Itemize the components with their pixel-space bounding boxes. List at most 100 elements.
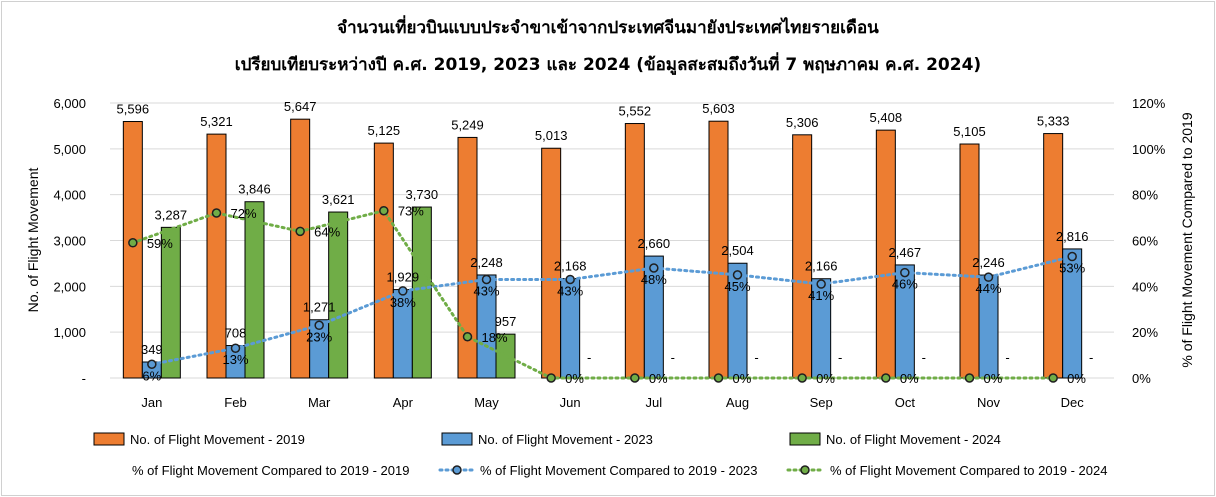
bar-value-label: 1,271 [303, 300, 336, 315]
legend-label: No. of Flight Movement - 2023 [478, 432, 653, 447]
y-tick-label: - [82, 371, 86, 386]
bar-value-label: - [671, 350, 675, 365]
pct-marker [630, 373, 640, 383]
pct-marker [732, 270, 743, 280]
y2-tick-label: 60% [1132, 234, 1158, 249]
pct-marker [1048, 373, 1058, 383]
y-tick-label: 5,000 [53, 142, 86, 157]
bar [290, 118, 311, 379]
y-tick-label: 4,000 [53, 188, 86, 203]
y2-tick-label: 120% [1132, 96, 1166, 111]
x-tick-label: Feb [224, 395, 246, 410]
pct-line [150, 255, 1074, 366]
bar-value-label: 5,013 [535, 128, 568, 143]
x-tick-label: Sep [810, 395, 833, 410]
bar-value-label: 2,246 [972, 255, 1005, 270]
pct-value-label: 53% [1059, 261, 1085, 276]
pct-value-label: 0% [984, 371, 1003, 386]
pct-marker [128, 238, 138, 248]
pct-marker [462, 332, 473, 342]
y-axis-title: No. of Flight Movement [25, 168, 41, 313]
pct-value-label: 0% [565, 371, 584, 386]
x-tick-label: Oct [895, 395, 916, 410]
bar [122, 121, 143, 379]
x-tick-label: Aug [726, 395, 749, 410]
pct-marker [565, 274, 575, 285]
pct-value-label: 0% [900, 371, 919, 386]
pct-marker [900, 267, 910, 278]
x-tick-label: Jun [560, 395, 581, 410]
y-tick-label: 6,000 [53, 96, 86, 111]
legend-label: No. of Flight Movement - 2019 [130, 432, 305, 447]
pct-value-label: 0% [1067, 371, 1086, 386]
bar-value-label: 957 [495, 314, 517, 329]
pct-marker [964, 373, 975, 383]
bar-value-label: - [1089, 350, 1093, 365]
pct-marker [481, 274, 492, 285]
bar-value-label: 3,846 [238, 182, 271, 197]
bar-value-label: 3,621 [322, 192, 355, 207]
pct-marker [314, 320, 324, 331]
bar-value-label: 2,660 [638, 236, 671, 251]
pct-marker [546, 373, 556, 383]
bar-value-label: 2,168 [554, 259, 587, 274]
bar-value-label: 5,249 [451, 117, 484, 132]
pct-value-label: 59% [147, 236, 173, 251]
bar-value-label: 2,248 [470, 255, 503, 270]
legend-label: % of Flight Movement Compared to 2019 - … [132, 463, 409, 478]
bar-value-label: 5,647 [284, 99, 317, 114]
y2-tick-label: 20% [1132, 325, 1158, 340]
y-tick-label: 3,000 [53, 234, 86, 249]
bar-value-label: 5,125 [368, 123, 401, 138]
x-tick-label: May [474, 395, 499, 410]
legend-swatch [93, 432, 125, 446]
x-tick-label: Nov [977, 395, 1001, 410]
bar-value-label: - [922, 350, 926, 365]
chart-title: จำนวนเที่ยวบินแบบประจำขาเข้าจากประเทศจีน… [337, 15, 879, 38]
bar [160, 226, 181, 379]
y-tick-label: 1,000 [53, 325, 86, 340]
bar-value-label: 2,166 [805, 259, 838, 274]
x-tick-label: Jul [646, 395, 663, 410]
y2-tick-label: 0% [1132, 371, 1151, 386]
bar [373, 142, 394, 379]
pct-value-label: 73% [398, 204, 424, 219]
bar [206, 133, 227, 379]
bar-value-label: 708 [225, 326, 247, 341]
pct-value-label: 0% [733, 371, 752, 386]
bar [457, 136, 478, 379]
pct-value-label: 43% [557, 283, 583, 298]
pct-line [131, 208, 1055, 380]
pct-value-label: 64% [314, 224, 340, 239]
legend-label: % of Flight Movement Compared to 2019 - … [830, 463, 1107, 478]
bar-value-label: 2,816 [1056, 229, 1089, 244]
legend-swatch [441, 432, 473, 446]
bar-value-label: 5,408 [870, 110, 903, 125]
bar [1043, 133, 1064, 379]
pct-marker [230, 343, 241, 353]
pct-value-label: 41% [808, 288, 834, 303]
legend-marker [800, 465, 810, 475]
x-tick-label: Apr [393, 395, 414, 410]
pct-marker [983, 272, 994, 282]
x-tick-label: Jan [141, 395, 162, 410]
pct-marker [379, 205, 389, 216]
bar-value-label: 5,321 [200, 114, 233, 129]
x-tick-label: Mar [308, 395, 331, 410]
y2-axis-title: % of Flight Movement Compared to 2019 [1179, 112, 1195, 367]
pct-marker [147, 359, 157, 369]
bar-value-label: 5,333 [1037, 114, 1070, 129]
bar [244, 201, 265, 379]
bar-value-label: 2,467 [889, 245, 922, 260]
legend-label: % of Flight Movement Compared to 2019 - … [480, 463, 757, 478]
bar-value-label: 5,306 [786, 115, 819, 130]
pct-value-label: 38% [390, 295, 416, 310]
bar-value-label: - [1005, 350, 1009, 365]
chart-subtitle: เปรียบเทียบระหว่างปี ค.ศ. 2019, 2023 และ… [235, 52, 981, 76]
pct-value-label: 72% [231, 206, 257, 221]
y2-tick-label: 40% [1132, 279, 1158, 294]
pct-value-label: 48% [641, 272, 667, 287]
pct-marker [649, 263, 659, 273]
